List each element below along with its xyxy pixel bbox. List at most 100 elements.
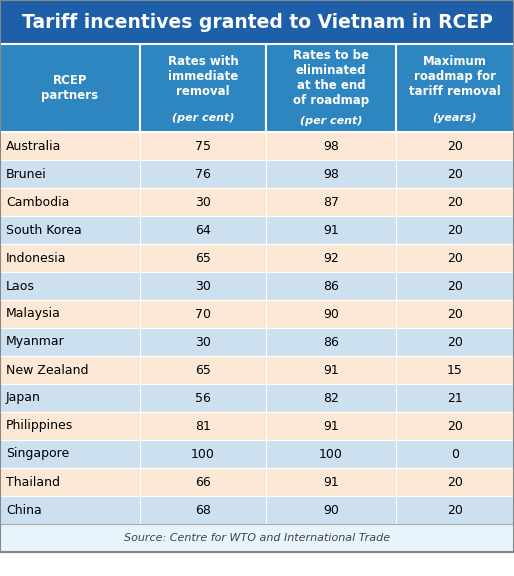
Text: 91: 91 (323, 223, 339, 237)
Bar (0, 524, 514, 552)
Bar (396, 384, 514, 412)
Bar (140, 468, 266, 496)
Bar (396, 468, 514, 496)
Text: Malaysia: Malaysia (6, 308, 61, 320)
Text: China: China (6, 503, 42, 517)
Bar (0, 216, 140, 244)
Text: Brunei: Brunei (6, 168, 47, 180)
Text: 30: 30 (195, 335, 211, 348)
Bar (0, 0, 514, 44)
Text: 65: 65 (195, 252, 211, 264)
Text: 20: 20 (447, 503, 463, 517)
Bar (140, 272, 266, 300)
Text: 21: 21 (447, 392, 463, 404)
Bar (266, 356, 396, 384)
Bar (396, 244, 514, 272)
Bar (396, 216, 514, 244)
Text: 20: 20 (447, 223, 463, 237)
Bar (0, 188, 140, 216)
Text: 64: 64 (195, 223, 211, 237)
Text: Maximum
roadmap for
tariff removal: Maximum roadmap for tariff removal (409, 55, 501, 97)
Text: 98: 98 (323, 168, 339, 180)
Bar (140, 216, 266, 244)
Text: (per cent): (per cent) (300, 116, 362, 126)
Text: New Zealand: New Zealand (6, 363, 88, 377)
Text: 20: 20 (447, 335, 463, 348)
Text: 100: 100 (191, 448, 215, 460)
Text: 82: 82 (323, 392, 339, 404)
Bar (0, 160, 140, 188)
Bar (0, 328, 140, 356)
Bar (266, 44, 396, 132)
Text: Singapore: Singapore (6, 448, 69, 460)
Bar (0, 300, 140, 328)
Text: 20: 20 (447, 168, 463, 180)
Bar (266, 244, 396, 272)
Bar (266, 160, 396, 188)
Text: Philippines: Philippines (6, 419, 74, 433)
Text: (years): (years) (433, 113, 477, 123)
Text: 20: 20 (447, 252, 463, 264)
Bar (266, 188, 396, 216)
Bar (266, 272, 396, 300)
Text: 86: 86 (323, 335, 339, 348)
Text: Source: Centre for WTO and International Trade: Source: Centre for WTO and International… (124, 533, 390, 543)
Text: 65: 65 (195, 363, 211, 377)
Text: 20: 20 (447, 139, 463, 153)
Text: 98: 98 (323, 139, 339, 153)
Text: 66: 66 (195, 476, 211, 488)
Bar (266, 468, 396, 496)
Text: Australia: Australia (6, 139, 61, 153)
Bar (396, 356, 514, 384)
Bar (0, 356, 140, 384)
Text: 30: 30 (195, 195, 211, 209)
Text: 87: 87 (323, 195, 339, 209)
Text: Cambodia: Cambodia (6, 195, 69, 209)
Bar (266, 132, 396, 160)
Bar (140, 356, 266, 384)
Bar (396, 44, 514, 132)
Text: Laos: Laos (6, 279, 35, 293)
Text: 100: 100 (319, 448, 343, 460)
Text: Japan: Japan (6, 392, 41, 404)
Text: 81: 81 (195, 419, 211, 433)
Bar (140, 244, 266, 272)
Bar (396, 412, 514, 440)
Bar (140, 496, 266, 524)
Text: 0: 0 (451, 448, 459, 460)
Text: 15: 15 (447, 363, 463, 377)
Text: 20: 20 (447, 419, 463, 433)
Bar (266, 328, 396, 356)
Text: Indonesia: Indonesia (6, 252, 66, 264)
Bar (140, 384, 266, 412)
Text: 56: 56 (195, 392, 211, 404)
Text: 20: 20 (447, 308, 463, 320)
Bar (396, 160, 514, 188)
Text: (per cent): (per cent) (172, 113, 234, 123)
Bar (396, 272, 514, 300)
Bar (0, 244, 140, 272)
Bar (0, 44, 140, 132)
Text: 91: 91 (323, 419, 339, 433)
Bar (396, 496, 514, 524)
Text: 70: 70 (195, 308, 211, 320)
Text: 30: 30 (195, 279, 211, 293)
Text: 20: 20 (447, 476, 463, 488)
Bar (0, 384, 140, 412)
Bar (266, 412, 396, 440)
Text: 91: 91 (323, 476, 339, 488)
Bar (396, 300, 514, 328)
Bar (0, 496, 140, 524)
Bar (140, 160, 266, 188)
Bar (140, 328, 266, 356)
Bar (140, 132, 266, 160)
Text: 91: 91 (323, 363, 339, 377)
Text: Tariff incentives granted to Vietnam in RCEP: Tariff incentives granted to Vietnam in … (22, 13, 492, 32)
Bar (0, 272, 140, 300)
Text: Rates with
immediate
removal: Rates with immediate removal (168, 55, 238, 97)
Bar (266, 384, 396, 412)
Bar (266, 300, 396, 328)
Text: 76: 76 (195, 168, 211, 180)
Bar (0, 132, 140, 160)
Bar (266, 440, 396, 468)
